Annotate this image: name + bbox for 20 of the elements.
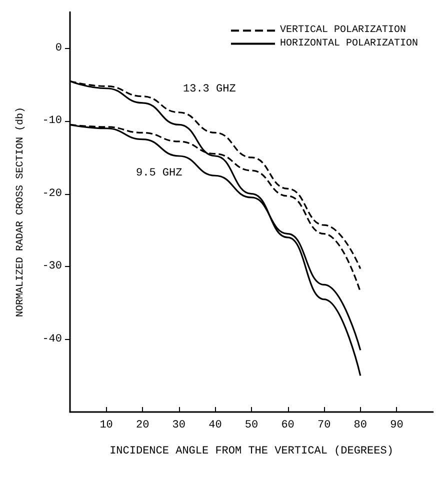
y-axis-title: NORMALIZED RADAR CROSS SECTION (db) [14,106,26,318]
x-tick-label: 70 [318,420,331,432]
x-tick-label: 30 [172,420,186,432]
y-tick-label: -30 [42,260,62,273]
x-tick-label: 80 [354,420,367,432]
y-tick-label: -20 [42,188,62,200]
x-tick-label: 60 [281,420,294,432]
x-tick-label: 10 [100,420,113,432]
x-tick-label: 90 [390,420,404,432]
x-tick-label: 50 [244,420,258,432]
y-tick-label: -40 [42,333,62,346]
x-tick-label: 40 [208,420,222,432]
y-tick-label: 0 [55,42,62,54]
y-tick-label: -10 [42,115,62,128]
legend-label: HORIZONTAL POLARIZATION [280,38,418,50]
annotation: 9.5 GHZ [136,168,183,180]
x-tick-label: 20 [136,420,150,432]
annotation: 13.3 GHZ [183,84,236,96]
x-axis-title: INCIDENCE ANGLE FROM THE VERTICAL (DEGREES) [110,446,394,458]
legend-label: VERTICAL POLARIZATION [280,25,406,36]
